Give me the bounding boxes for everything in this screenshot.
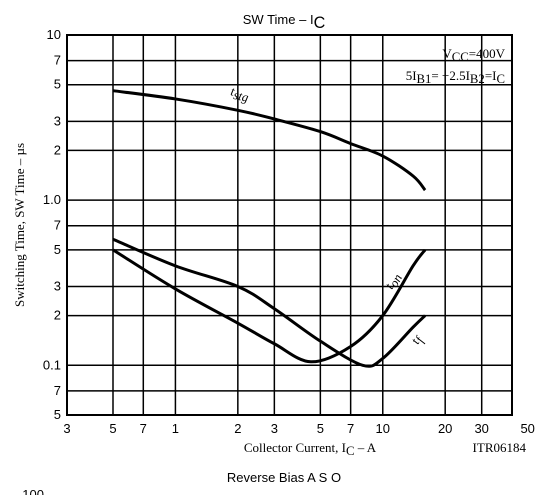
- y-tick-label: 3: [54, 113, 61, 128]
- legend-label: tf: [407, 331, 428, 348]
- annotation-part: B2: [470, 72, 485, 86]
- annotation-part: =400V: [469, 46, 506, 61]
- annotation: VCC=400V: [442, 46, 505, 64]
- x-axis-label-part: C: [346, 444, 355, 458]
- series-line: [112, 237, 427, 368]
- x-axis-label-part: – A: [355, 440, 377, 455]
- x-tick-label: 7: [347, 421, 354, 436]
- x-tick-label: 3: [271, 421, 278, 436]
- chart-title-part: C: [314, 14, 326, 32]
- footer-tick: 100: [22, 487, 44, 495]
- x-tick-label: 3: [63, 421, 70, 436]
- x-tick-label: 1: [172, 421, 179, 436]
- x-tick-label: 50: [520, 421, 534, 436]
- y-tick-label: 3: [54, 278, 61, 293]
- subtitle: Reverse Bias A S O: [227, 470, 341, 485]
- legend-label-part: on: [387, 272, 405, 290]
- annotation-part: C: [496, 72, 505, 86]
- legend-label-part: stg: [232, 88, 249, 105]
- figure-code: ITR06184: [473, 440, 527, 455]
- x-tick-label: 10: [376, 421, 390, 436]
- legend-label-part: f: [413, 333, 428, 345]
- legend-label-part: t: [229, 83, 236, 99]
- y-tick-label: 7: [54, 383, 61, 398]
- annotation-part: B1: [417, 72, 432, 86]
- x-tick-label: 20: [438, 421, 452, 436]
- plot-frame: [66, 34, 513, 416]
- y-tick-label: 7: [54, 218, 61, 233]
- y-tick-label: 10: [47, 27, 61, 42]
- y-axis-label: Switching Time, SW Time – µs: [12, 143, 27, 307]
- y-tick-label: 2: [54, 308, 61, 323]
- y-tick-label: 2: [54, 142, 61, 157]
- annotation-part: =I: [485, 68, 497, 83]
- y-tick-label: 5: [54, 242, 61, 257]
- x-tick-label: 5: [317, 421, 324, 436]
- annotation-part: 5I: [406, 68, 417, 83]
- x-tick-label: 7: [140, 421, 147, 436]
- legend-label: ton: [381, 270, 405, 293]
- legend-label-part: t: [381, 281, 396, 292]
- annotation-part: V: [442, 46, 452, 61]
- x-tick-label: 30: [474, 421, 488, 436]
- x-tick-label: 5: [109, 421, 116, 436]
- series-line: [112, 89, 427, 192]
- x-tick-label: 2: [234, 421, 241, 436]
- x-axis-label: Collector Current, IC – A: [244, 440, 377, 458]
- x-axis-label-part: Collector Current, I: [244, 440, 346, 455]
- annotation-part: CC: [452, 50, 469, 64]
- y-tick-label: 5: [54, 407, 61, 422]
- series-line: [112, 248, 427, 364]
- y-tick-label: 1.0: [43, 192, 61, 207]
- chart-title: SW Time – IC: [243, 12, 326, 32]
- annotation: 5IB1= −2.5IB2=IC: [406, 68, 505, 86]
- legend-label-part: t: [407, 336, 422, 347]
- annotation-part: = −2.5I: [431, 68, 470, 83]
- chart-title-part: SW Time – I: [243, 12, 314, 27]
- legend-label: tstg: [229, 83, 251, 105]
- y-tick-label: 7: [54, 53, 61, 68]
- y-tick-label: 5: [54, 77, 61, 92]
- y-tick-label: 0.1: [43, 357, 61, 372]
